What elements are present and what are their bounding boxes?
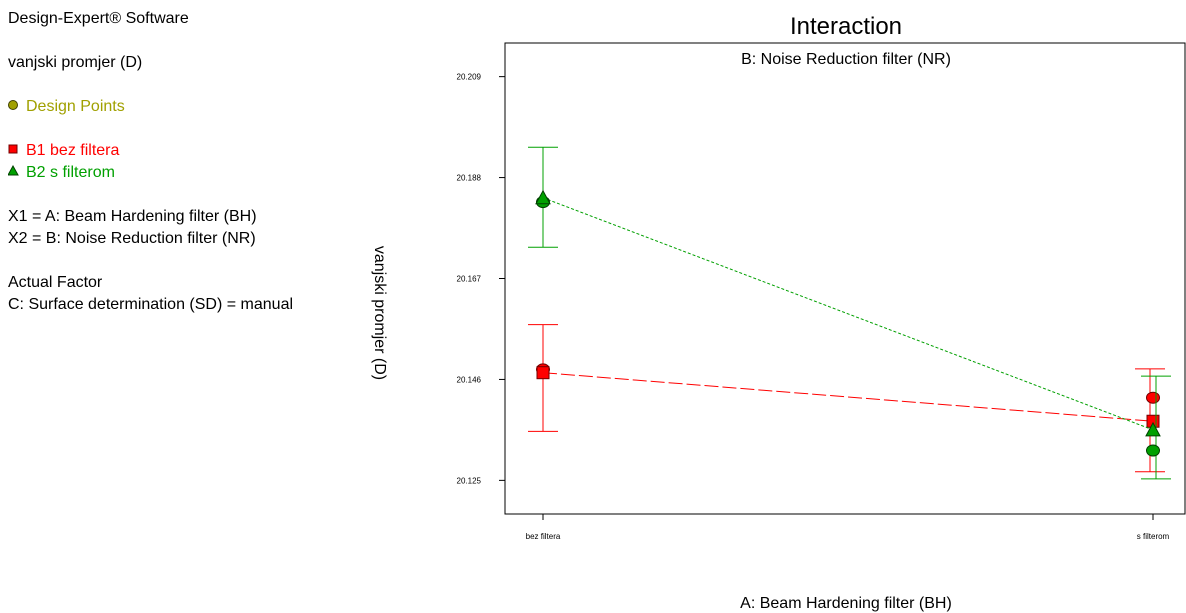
y-axis-ticks: 20.209 20.188 20.167 20.146 20.125 (457, 73, 505, 485)
mean-marker (536, 366, 550, 380)
square-marker-icon (8, 140, 26, 162)
x-tick-label: bez filtera (526, 532, 561, 541)
y-tick-label: 20.188 (457, 174, 482, 183)
response-name: vanjski promjer (D) (8, 54, 143, 71)
legend-b2-label: B2 s filterom (26, 164, 115, 181)
legend-design-points-label: Design Points (26, 98, 125, 115)
y-tick-label: 20.146 (457, 375, 482, 384)
series-1 (528, 324, 1165, 473)
series-2 (528, 146, 1171, 480)
chart-subtitle: B: Noise Reduction filter (NR) (741, 51, 951, 68)
info-panel: Design-Expert® Software vanjski promjer … (7, 8, 353, 316)
actual-factor-value: C: Surface determination (SD) = manual (8, 296, 294, 313)
y-axis-label: vanjski promjer (D) (371, 246, 388, 380)
y-tick-label: 20.167 (457, 275, 482, 284)
series-layer (528, 146, 1171, 480)
x-axis-label: A: Beam Hardening filter (BH) (740, 595, 952, 612)
design-point (1146, 391, 1160, 404)
x-tick-label: s filterom (1137, 532, 1170, 541)
legend-design-points: Design Points (8, 96, 353, 118)
legend-b1-label: B1 bez filtera (26, 142, 120, 159)
mean-marker (535, 189, 551, 205)
x-axis-ticks: bez filtera s filterom (526, 514, 1170, 541)
series-line (542, 372, 1154, 422)
y-tick-label: 20.125 (457, 476, 482, 485)
y-tick-label: 20.209 (457, 73, 482, 82)
chart-title: Interaction (790, 13, 902, 40)
factor-x2: X2 = B: Noise Reduction filter (NR) (8, 230, 256, 247)
mean-marker (1145, 421, 1161, 437)
factor-x1: X1 = A: Beam Hardening filter (BH) (8, 208, 257, 225)
design-point-icon (8, 96, 26, 118)
triangle-marker-icon (7, 162, 26, 184)
legend-b1: B1 bez filtera (8, 140, 353, 162)
software-name: Design-Expert® Software (8, 10, 189, 27)
actual-factor-title: Actual Factor (8, 274, 103, 291)
legend-b2: B2 s filterom (7, 162, 353, 184)
plot-frame (504, 42, 1186, 515)
series-line (542, 197, 1154, 431)
design-point (1146, 444, 1160, 457)
